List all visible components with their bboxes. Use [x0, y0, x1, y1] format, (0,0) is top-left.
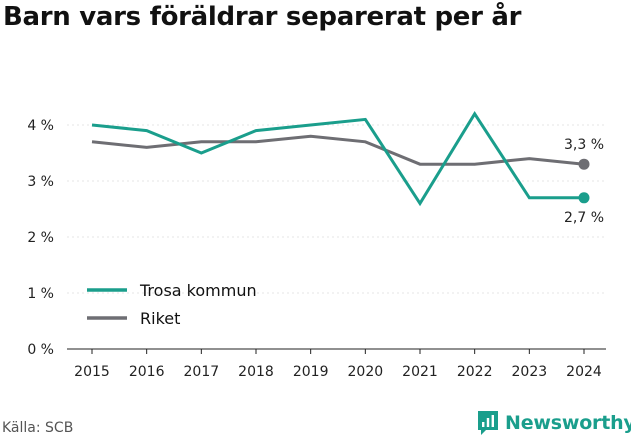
brand-logo: Newsworthy — [476, 410, 631, 436]
source-note: Källa: SCB — [2, 420, 74, 436]
chart-title: Barn vars föräldrar separerat per år — [3, 2, 522, 32]
x-axis — [67, 348, 606, 354]
y-tick-label: 1 % — [27, 286, 54, 302]
end-value-label: 2,7 % — [564, 210, 604, 226]
x-tick-label: 2021 — [402, 364, 438, 380]
x-tick-label: 2022 — [457, 364, 493, 380]
y-axis-tick-labels: 0 % 1 % 2 % 3 % 4 % — [27, 118, 54, 358]
legend: Trosa kommun Riket — [87, 281, 257, 328]
series-line-riket — [91, 134, 585, 166]
grid-lines — [67, 124, 606, 294]
brand-name: Newsworthy — [505, 412, 631, 434]
end-point-marker — [578, 192, 590, 204]
end-labels: 2,7 % 3,3 % — [564, 137, 604, 226]
x-tick-label: 2019 — [293, 364, 329, 380]
legend-label: Trosa kommun — [139, 281, 257, 300]
end-point-marker — [578, 158, 590, 170]
series-line-trosa-kommun — [91, 110, 584, 207]
end-value-label: 3,3 % — [564, 137, 604, 153]
y-tick-label: 0 % — [27, 342, 54, 358]
x-tick-label: 2024 — [566, 364, 602, 380]
y-tick-label: 4 % — [27, 118, 54, 134]
x-tick-label: 2016 — [129, 364, 165, 380]
x-tick-label: 2017 — [184, 364, 220, 380]
legend-label: Riket — [140, 309, 180, 328]
x-axis-tick-labels: 2015 2016 2017 2018 2019 2020 2021 2022 2023 2024 — [74, 364, 602, 380]
x-tick-label: 2020 — [348, 364, 384, 380]
x-tick-label: 2015 — [74, 364, 110, 380]
y-tick-label: 3 % — [27, 174, 54, 190]
newsworthy-logo-icon — [478, 411, 498, 435]
x-tick-label: 2023 — [512, 364, 548, 380]
line-chart: 0 % 1 % 2 % 3 % 4 % 2015 2016 2017 2018 2019 2020… — [27, 110, 606, 380]
y-tick-label: 2 % — [27, 230, 54, 246]
series-lines — [91, 110, 590, 207]
x-tick-label: 2018 — [238, 364, 274, 380]
